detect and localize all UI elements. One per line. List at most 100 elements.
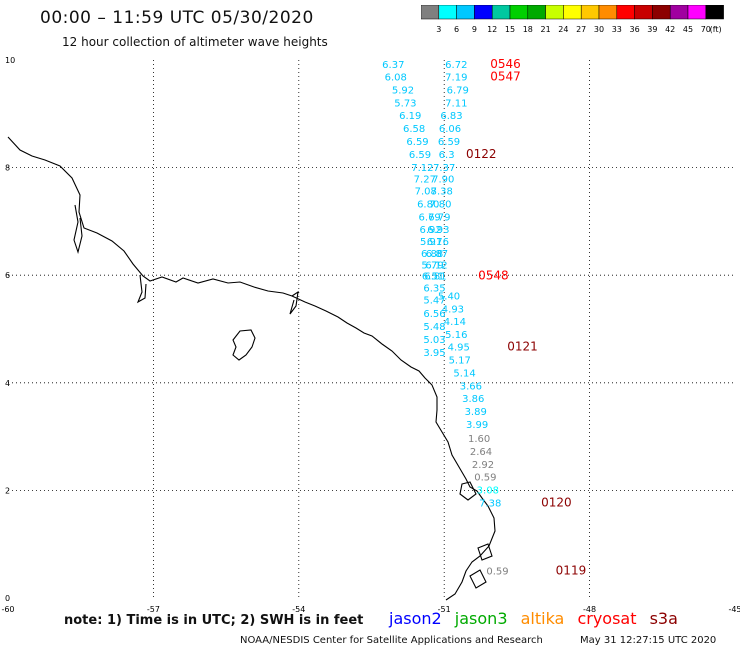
scale-tick-label: 39	[647, 25, 657, 34]
wave-height-value: 6.59	[409, 150, 431, 161]
wave-height-value: 6.37	[382, 60, 404, 71]
pass-time-label: 0122	[466, 147, 497, 161]
wave-height-value: 3.08	[477, 486, 499, 497]
scale-swatch	[705, 5, 724, 20]
lat-tick-label: 0	[5, 594, 10, 603]
wave-height-value: 7.27	[414, 175, 436, 186]
scale-tick-label: 45	[683, 25, 693, 34]
map-title: 00:00 – 11:59 UTC 05/30/2020	[40, 8, 314, 28]
wave-height-value: 6.58	[403, 124, 425, 135]
wave-height-value: 6.56	[423, 309, 445, 320]
pass-time-label: 0548	[478, 269, 509, 283]
footer-note: note: 1) Time is in UTC; 2) SWH is in fe…	[64, 613, 364, 628]
wave-height-value: 2.92	[472, 460, 494, 471]
lat-lon-grid	[8, 60, 735, 598]
wave-height-value: 7.11	[445, 98, 467, 109]
scale-tick-label: 30	[594, 25, 604, 34]
wave-height-value: 6.79	[428, 212, 450, 223]
wave-height-value: 6.3	[439, 150, 455, 161]
scale-tick-label: 15	[505, 25, 515, 34]
wave-height-value: 2.64	[470, 447, 492, 458]
wave-height-value: 1.60	[468, 434, 490, 445]
wave-height-value: 5.73	[394, 98, 416, 109]
wave-height-value: 4.95	[448, 343, 470, 354]
wave-height-value: 6.79	[447, 85, 469, 96]
coastline-river-inlet-west	[73, 204, 83, 254]
wave-height-value: 6.83	[440, 111, 462, 122]
wave-height-value: 3.89	[465, 407, 487, 418]
credit-line: NOAA/NESDIS Center for Satellite Applica…	[240, 635, 543, 646]
wave-height-value: 5.40	[438, 291, 460, 302]
wave-height-value: 6.79	[419, 212, 441, 223]
wave-height-value: 6.06	[439, 124, 461, 135]
lat-tick-label: 4	[5, 379, 10, 388]
wave-height-value: 3.95	[423, 348, 445, 359]
wave-height-value: 6.72	[445, 60, 467, 71]
wave-height-value: 6.08	[385, 72, 407, 83]
wave-height-value: 6.51	[422, 272, 444, 283]
axis-tick-labels: -60 -57 -54 -51 -48 -45 0 2 4 6 8 10	[1, 56, 740, 614]
scale-tick-label: 9	[472, 25, 477, 34]
generated-timestamp: May 31 12:27:15 UTC 2020	[580, 635, 717, 646]
scale-tick-label: 42	[665, 25, 675, 34]
wave-height-value: 0.59	[486, 566, 508, 577]
wave-height-value: 6.88	[421, 249, 443, 260]
lon-tick-label: -51	[438, 605, 451, 614]
wave-height-value: 7.12	[411, 163, 433, 174]
scale-tick-label: 6	[454, 25, 459, 34]
wave-height-value: 5.16	[445, 330, 467, 341]
legend-jason2: jason2	[389, 609, 442, 628]
legend-jason3: jason3	[454, 609, 508, 628]
wave-height-value: 6.12	[425, 261, 447, 272]
lat-tick-label: 8	[5, 164, 10, 173]
lat-tick-label: 10	[5, 56, 15, 65]
scale-tick-label: 70	[701, 25, 711, 34]
satellite-legend: jason2 jason3 altika cryosat s3a	[389, 609, 686, 628]
wave-height-value: 7.37	[433, 163, 455, 174]
wave-height-value: 5.14	[453, 368, 475, 379]
wave-height-value: 7.38	[479, 499, 501, 510]
wave-height-value: 6.59	[406, 137, 428, 148]
wave-height-value: 7.19	[445, 72, 467, 83]
wave-height-value: 5.03	[423, 335, 445, 346]
wave-height-value: 4.93	[442, 304, 464, 315]
wave-height-value: 6.76	[427, 237, 449, 248]
wave-height-value: 6.92	[419, 225, 441, 236]
wave-height-value: 5.92	[392, 85, 414, 96]
wave-height-value: 6.19	[399, 111, 421, 122]
scale-tick-label: 36	[630, 25, 640, 34]
coastline-mainland	[7, 136, 496, 601]
wave-height-value: 7.08	[415, 187, 437, 198]
wave-height-value: 7.90	[432, 175, 454, 186]
wave-height-value: 3.66	[460, 381, 482, 392]
wave-height-value: 0.59	[474, 473, 496, 484]
pass-time-label: 0120	[541, 496, 572, 510]
pass-time-label: 0547	[490, 69, 521, 83]
lon-tick-label: -57	[147, 605, 160, 614]
wave-height-value: 6.80	[417, 199, 439, 210]
coastline-river-inlet-central	[136, 274, 147, 304]
wave-height-value: 5.47	[423, 296, 445, 307]
lon-tick-label: -45	[728, 605, 740, 614]
wave-height-color-scale: 3 6 9 12 15 18 21 24 27 30 33 36 39 42 45 70(ft)	[421, 5, 724, 34]
map-subtitle: 12 hour collection of altimeter wave hei…	[62, 35, 328, 49]
wave-height-value: 3.86	[462, 394, 484, 405]
scale-tick-label: 12	[487, 25, 497, 34]
lon-tick-label: -60	[1, 605, 14, 614]
wave-height-value: 6.81	[424, 272, 446, 283]
scale-tick-label: 27	[576, 25, 586, 34]
altimeter-observations: 6.37 6.72 6.08 7.19 5.92 6.79 5.73 7.11 6.19 6.83…	[382, 60, 508, 577]
pass-time-label: 0119	[556, 563, 587, 577]
coastline	[7, 136, 496, 601]
scale-tick-label: 33	[612, 25, 622, 34]
wave-height-value: 6.35	[423, 283, 445, 294]
scale-tick-label: 21	[541, 25, 551, 34]
coastline-river-inlet-east	[289, 290, 299, 315]
legend-cryosat: cryosat	[577, 609, 637, 628]
wave-height-value: 6.59	[438, 137, 460, 148]
wave-height-value: 6.93	[427, 225, 449, 236]
legend-altika: altika	[520, 609, 565, 628]
wave-height-value: 4.14	[444, 317, 466, 328]
coastline-amazon-mouth	[459, 481, 493, 589]
